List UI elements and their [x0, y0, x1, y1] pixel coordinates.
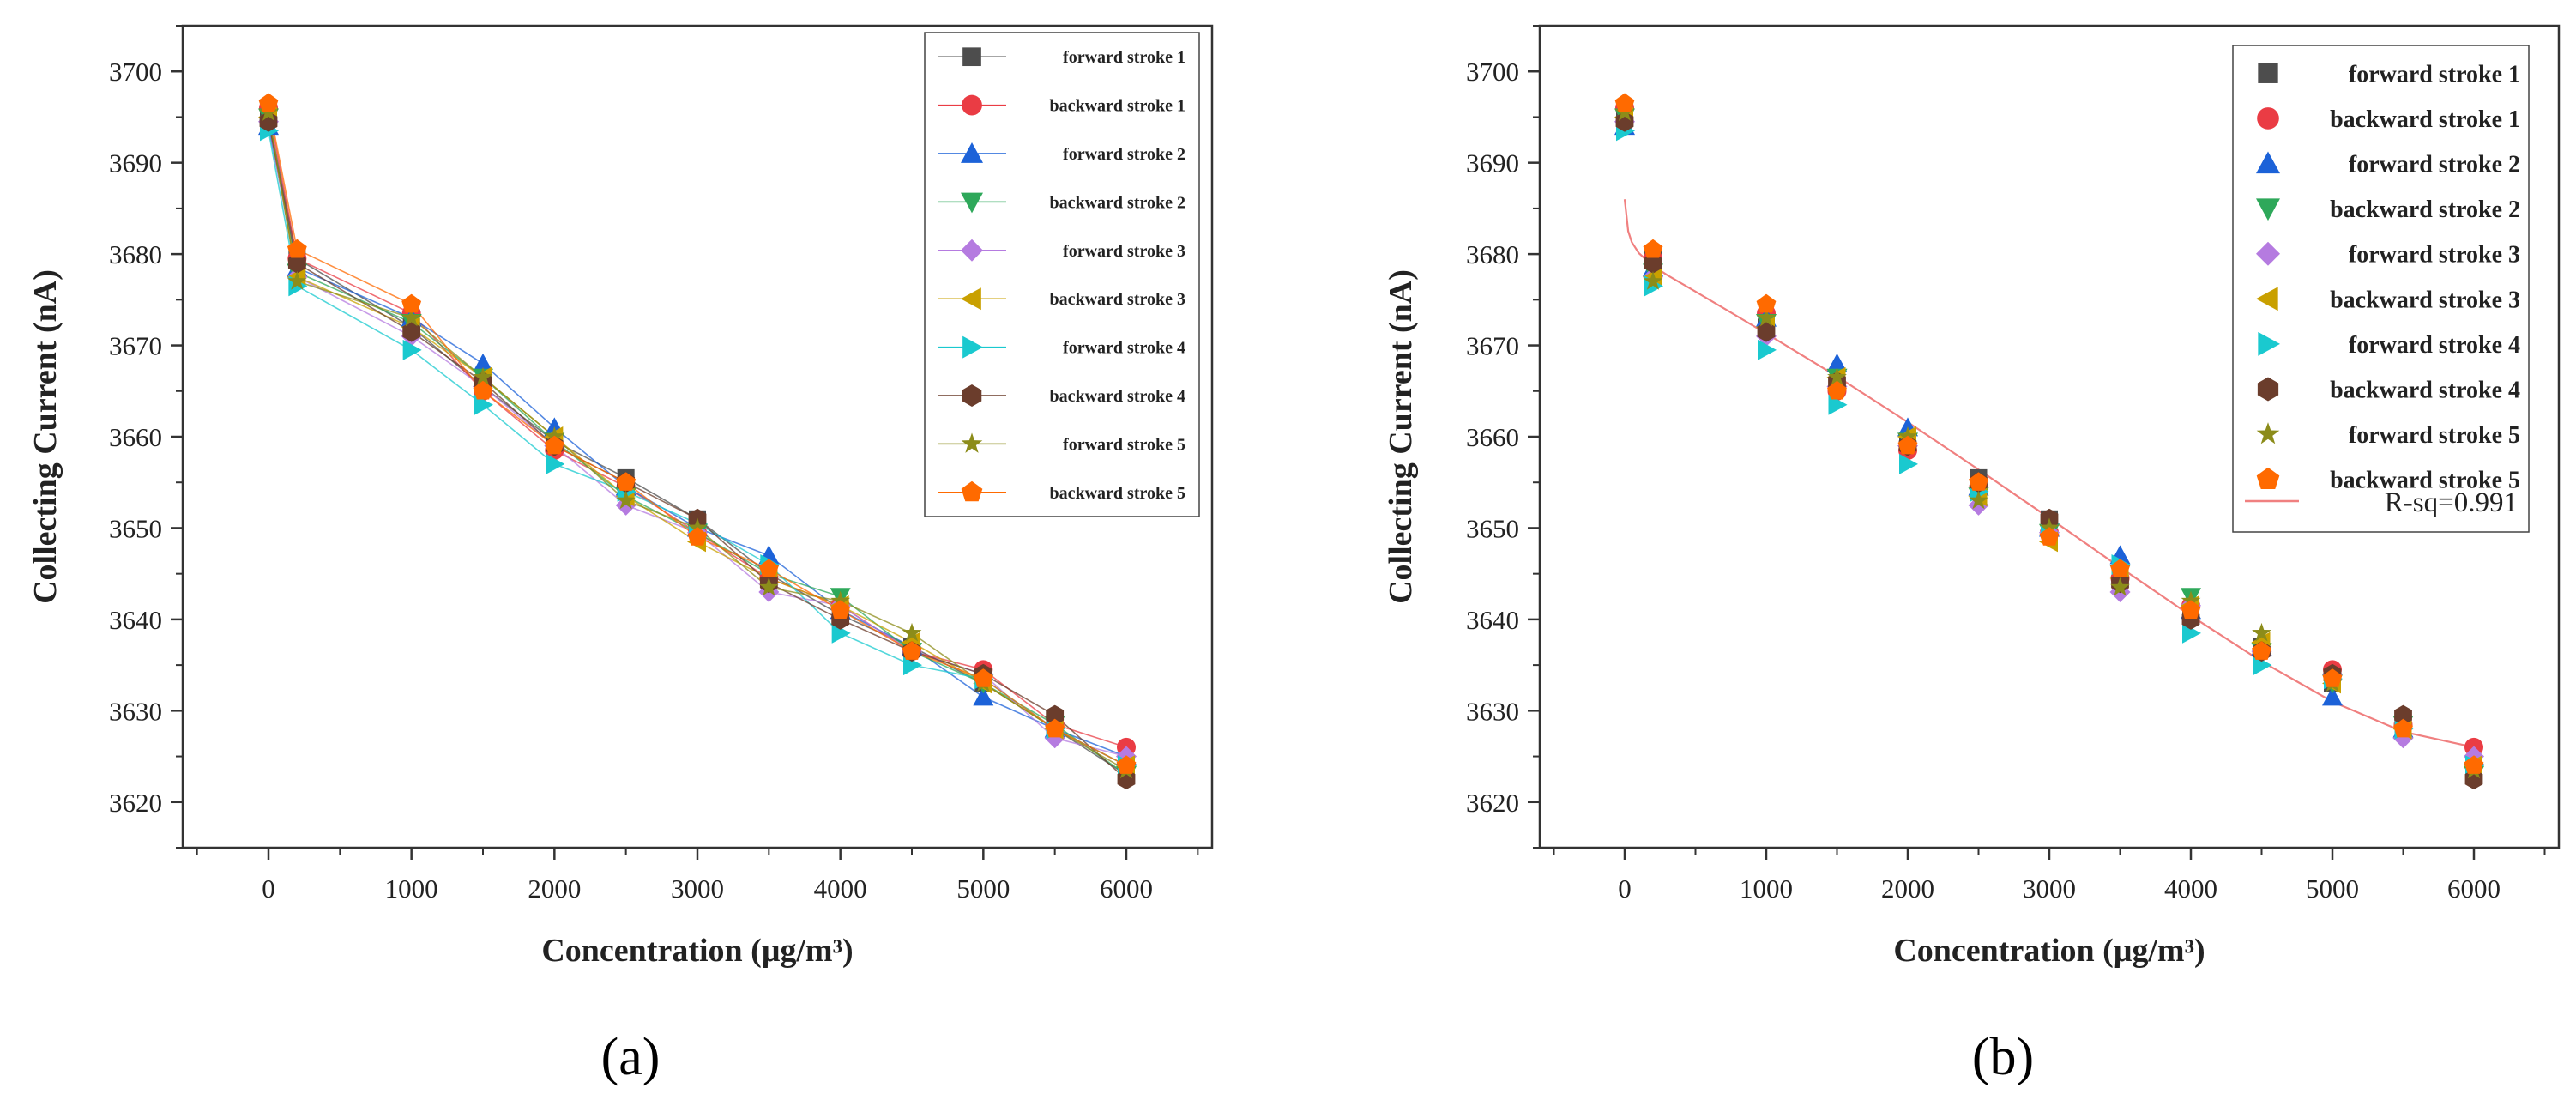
- point-backward-stroke-5: [1614, 93, 1635, 112]
- point-backward-stroke-5: [258, 93, 279, 112]
- legend-label-backward-stroke-4: backward stroke 4: [1049, 387, 1185, 406]
- legend-item-backward-stroke-4: backward stroke 4: [2257, 377, 2520, 404]
- legend-marker-forward-stroke-1: [962, 47, 981, 67]
- legend-label-backward-stroke-1: backward stroke 1: [1049, 97, 1185, 116]
- legend-item-forward-stroke-4: forward stroke 4: [2258, 332, 2520, 359]
- axis-ticks-a: 0 1000 2000 3000 4000 5000 6000 3620 3630 3640 365…: [109, 25, 1199, 904]
- x-tick-label-b: 6000: [2447, 873, 2501, 904]
- x-tick-label-a: 0: [262, 873, 275, 904]
- panel-b: 0 1000 2000 3000 4000 5000 6000 3620 3630 3640 365…: [1383, 24, 2561, 1086]
- legend-label-backward-stroke-2: backward stroke 2: [2330, 196, 2520, 223]
- y-tick-label-b: 3680: [1466, 239, 1519, 269]
- y-tick-label-a: 3620: [109, 788, 162, 818]
- legend-label-backward-stroke-5: backward stroke 5: [2330, 468, 2520, 494]
- y-tick-label-b: 3650: [1466, 513, 1519, 543]
- legend-marker-backward-stroke-1: [2257, 107, 2279, 130]
- legend-label-forward-stroke-2: forward stroke 2: [2349, 152, 2520, 178]
- x-tick-label-a: 6000: [1100, 873, 1153, 904]
- legend-item-backward-stroke-2: backward stroke 2: [2256, 196, 2520, 223]
- x-tick-label-a: 1000: [385, 873, 438, 904]
- x-tick-label-b: 5000: [2306, 873, 2359, 904]
- legend-item-forward-stroke-5: forward stroke 5: [938, 432, 1185, 454]
- y-tick-label-b: 3690: [1466, 148, 1519, 178]
- fit-curve: [1623, 199, 2475, 748]
- legend-label-forward-stroke-5: forward stroke 5: [1063, 435, 1185, 454]
- fit-curve-b: [1623, 199, 2475, 748]
- point-backward-stroke-5: [1643, 239, 1663, 258]
- legend-label-backward-stroke-2: backward stroke 2: [1049, 193, 1185, 212]
- legend-frame-b: [2232, 45, 2530, 533]
- x-tick-label-a: 4000: [814, 873, 867, 904]
- legend-label-forward-stroke-4: forward stroke 4: [1063, 339, 1185, 358]
- legend-item-forward-stroke-4: forward stroke 4: [938, 335, 1185, 359]
- x-tick-label-b: 3000: [2023, 873, 2076, 904]
- legend-item-forward-stroke-2: forward stroke 2: [2256, 151, 2520, 178]
- legend-marker-forward-stroke-1: [2258, 63, 2278, 83]
- x-tick-label-a: 3000: [671, 873, 724, 904]
- y-tick-label-a: 3630: [109, 696, 162, 726]
- y-tick-label-a: 3670: [109, 331, 162, 361]
- legend-label-forward-stroke-1: forward stroke 1: [2349, 61, 2520, 88]
- y-tick-label-b: 3640: [1466, 605, 1519, 635]
- y-tick-label-b: 3660: [1466, 422, 1519, 452]
- legend-label-forward-stroke-3: forward stroke 3: [2349, 242, 2520, 269]
- y-axis-label-a: Collecting Current (nA): [27, 269, 63, 604]
- point-backward-stroke-5: [1756, 293, 1777, 313]
- legend-label-forward-stroke-1: forward stroke 1: [1063, 48, 1185, 67]
- x-tick-label-b: 1000: [1740, 873, 1793, 904]
- legend-label-forward-stroke-2: forward stroke 2: [1063, 145, 1185, 164]
- legend-item-backward-stroke-1: backward stroke 1: [2257, 106, 2520, 133]
- legend-item-forward-stroke-3: forward stroke 3: [2256, 241, 2520, 269]
- legend-item-backward-stroke-5: backward stroke 5: [938, 480, 1185, 503]
- legend-b: forward stroke 1 backward stroke 1 forward…: [2232, 45, 2530, 533]
- point-backward-stroke-5: [401, 293, 422, 313]
- legend-item-forward-stroke-1: forward stroke 1: [2258, 61, 2520, 88]
- y-tick-label-b: 3630: [1466, 696, 1519, 726]
- legend-item-backward-stroke-2: backward stroke 2: [938, 192, 1185, 214]
- legend-item-backward-stroke-3: backward stroke 3: [938, 287, 1185, 311]
- legend-label-forward-stroke-4: forward stroke 4: [2349, 332, 2520, 359]
- legend-item-backward-stroke-5: backward stroke 5: [2256, 467, 2520, 494]
- legend-label-backward-stroke-1: backward stroke 1: [2330, 106, 2520, 133]
- y-tick-label-b: 3700: [1466, 57, 1519, 87]
- y-tick-label-b: 3620: [1466, 788, 1519, 818]
- legend-a: forward stroke 1 backward stroke 1 forward…: [924, 32, 1200, 517]
- legend-item-forward-stroke-3: forward stroke 3: [938, 239, 1185, 262]
- x-tick-label-b: 2000: [1881, 873, 1934, 904]
- y-tick-label-a: 3650: [109, 513, 162, 543]
- panel-label-b: (b): [1972, 1028, 2034, 1086]
- y-tick-label-a: 3690: [109, 148, 162, 178]
- panel-a: 0 1000 2000 3000 4000 5000 6000 3620 3630 3640 365…: [27, 24, 1214, 1086]
- y-tick-label-b: 3670: [1466, 331, 1519, 361]
- legend-label-forward-stroke-3: forward stroke 3: [1063, 242, 1185, 261]
- y-axis-label-b: Collecting Current (nA): [1383, 269, 1419, 604]
- legend-item-forward-stroke-1: forward stroke 1: [938, 47, 1185, 67]
- x-tick-label-b: 4000: [2164, 873, 2217, 904]
- y-tick-label-a: 3700: [109, 57, 162, 87]
- x-axis-label-a: Concentration (μg/m³): [541, 933, 853, 969]
- legend-label-backward-stroke-3: backward stroke 3: [1049, 290, 1185, 309]
- legend-item-forward-stroke-2: forward stroke 2: [938, 142, 1185, 164]
- legend-label-backward-stroke-4: backward stroke 4: [2330, 378, 2520, 404]
- x-tick-label-a: 2000: [528, 873, 581, 904]
- axis-ticks-b: 0 1000 2000 3000 4000 5000 6000 3620 3630 3640 365…: [1466, 25, 2546, 904]
- legend-item-backward-stroke-4: backward stroke 4: [938, 384, 1185, 407]
- x-axis-label-b: Concentration (μg/m³): [1893, 933, 2205, 969]
- x-tick-label-b: 0: [1618, 873, 1632, 904]
- legend-label-backward-stroke-5: backward stroke 5: [1049, 484, 1185, 503]
- legend-item-forward-stroke-5: forward stroke 5: [2256, 422, 2520, 449]
- panel-label-a: (a): [601, 1028, 661, 1086]
- legend-label-forward-stroke-5: forward stroke 5: [2349, 422, 2520, 449]
- legend-marker-backward-stroke-1: [962, 94, 982, 116]
- y-tick-label-a: 3660: [109, 422, 162, 452]
- legend-item-backward-stroke-1: backward stroke 1: [938, 94, 1185, 116]
- legend-item-backward-stroke-3: backward stroke 3: [2256, 287, 2520, 313]
- legend-fit-label: R-sq=0.991: [2385, 487, 2518, 518]
- y-tick-label-a: 3640: [109, 605, 162, 635]
- x-tick-label-a: 5000: [956, 873, 1010, 904]
- legend-label-backward-stroke-3: backward stroke 3: [2330, 287, 2520, 313]
- y-tick-label-a: 3680: [109, 239, 162, 269]
